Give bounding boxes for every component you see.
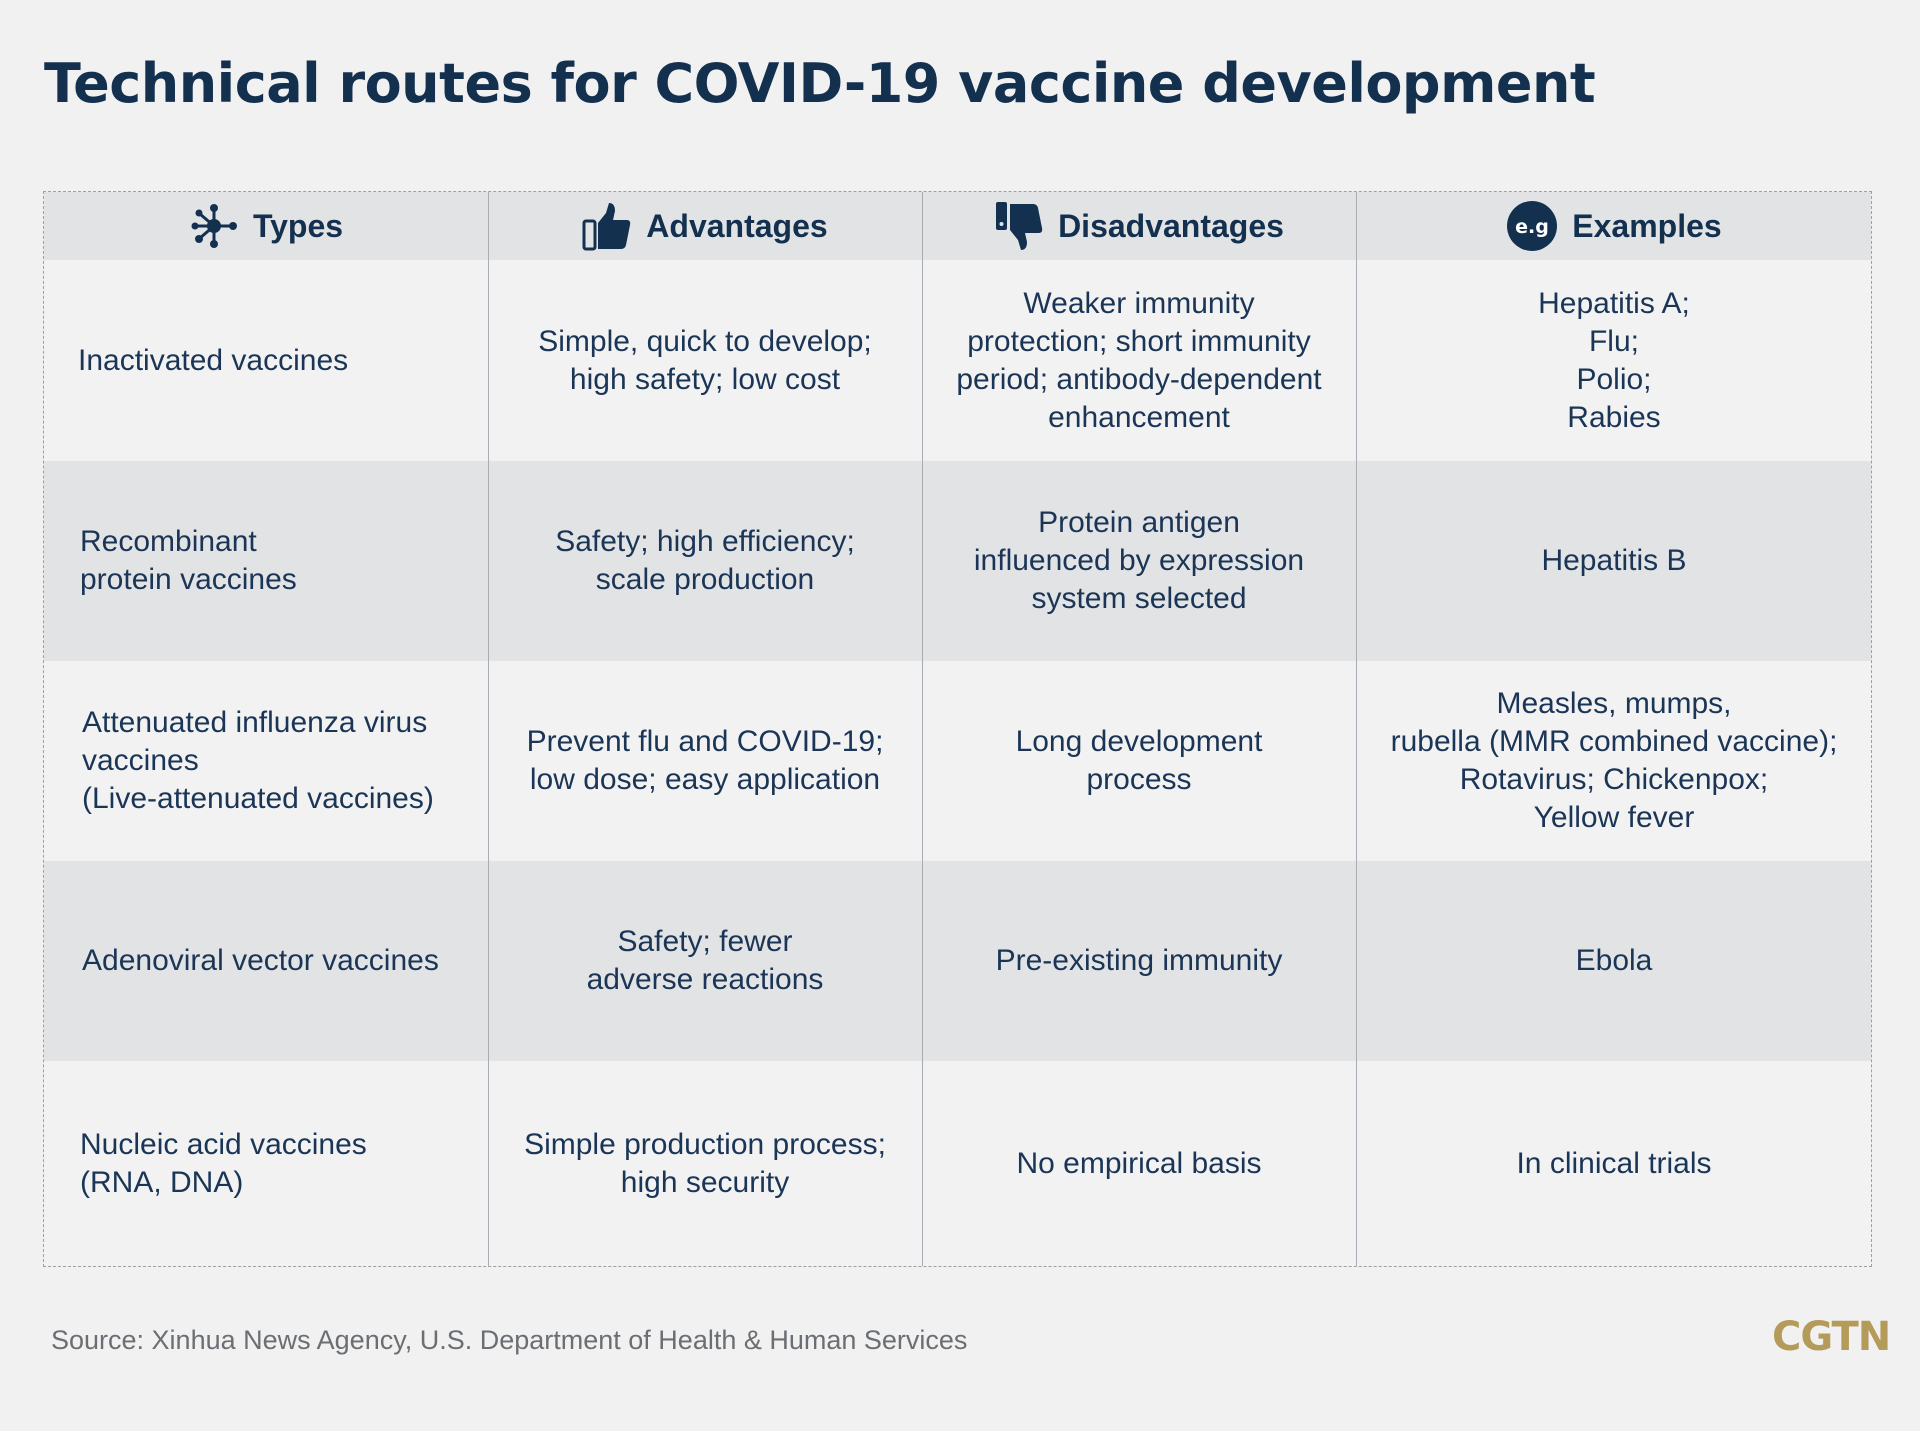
cell-type: Recombinant protein vaccines <box>44 461 488 661</box>
cell-advantages: Safety; high efficiency; scale productio… <box>488 461 922 661</box>
page-title: Technical routes for COVID-19 vaccine de… <box>44 52 1596 115</box>
table-row: Attenuated influenza virus vaccines (Liv… <box>44 661 1871 861</box>
cell-advantages: Simple, quick to develop; high safety; l… <box>488 260 922 461</box>
header-examples: e.g Examples <box>1356 192 1872 260</box>
header-types: Types <box>44 192 488 260</box>
cgtn-logo: CGTN <box>1772 1314 1891 1360</box>
cell-disadvantages: Protein antigen influenced by expression… <box>922 461 1356 661</box>
disadvantages-text: Protein antigen influenced by expression… <box>973 506 1305 615</box>
advantages-text: Safety; fewer adverse reactions <box>586 925 824 996</box>
cell-examples: Measles, mumps, rubella (MMR combined va… <box>1356 661 1872 861</box>
header-examples-label: Examples <box>1572 207 1722 244</box>
table-row: Nucleic acid vaccines (RNA, DNA) Simple … <box>44 1061 1871 1266</box>
column-divider <box>488 192 489 1266</box>
advantages-text: Prevent flu and COVID-19; low dose; easy… <box>526 725 884 796</box>
cell-examples: Hepatitis B <box>1356 461 1872 661</box>
cell-examples: Hepatitis A; Flu; Polio; Rabies <box>1356 260 1872 461</box>
cell-examples: Ebola <box>1356 861 1872 1061</box>
disadvantages-text: Pre-existing immunity <box>995 944 1283 977</box>
table-row: Inactivated vaccines Simple, quick to de… <box>44 260 1871 461</box>
molecule-icon <box>189 203 239 249</box>
eg-badge-icon: e.g <box>1506 200 1558 252</box>
examples-text: Ebola <box>1575 944 1653 977</box>
disadvantages-text: Long development process <box>1015 725 1263 796</box>
header-advantages-label: Advantages <box>646 207 828 244</box>
type-text: Attenuated influenza virus vaccines (Liv… <box>82 706 434 815</box>
column-divider <box>922 192 923 1266</box>
cell-advantages: Simple production process; high security <box>488 1061 922 1266</box>
examples-text: Hepatitis B <box>1541 544 1687 577</box>
thumbs-up-icon <box>582 201 632 251</box>
cell-disadvantages: No empirical basis <box>922 1061 1356 1266</box>
type-text: Nucleic acid vaccines (RNA, DNA) <box>80 1127 367 1199</box>
cell-type: Adenoviral vector vaccines <box>44 861 488 1061</box>
cell-examples: In clinical trials <box>1356 1061 1872 1266</box>
table-row: Recombinant protein vaccines Safety; hig… <box>44 461 1871 661</box>
examples-text: In clinical trials <box>1516 1146 1712 1180</box>
disadvantages-text: No empirical basis <box>1016 1146 1262 1180</box>
disadvantages-text: Weaker immunity protection; short immuni… <box>956 286 1322 434</box>
cell-type: Attenuated influenza virus vaccines (Liv… <box>44 661 488 861</box>
cell-advantages: Prevent flu and COVID-19; low dose; easy… <box>488 661 922 861</box>
thumbs-down-icon <box>994 200 1044 252</box>
cell-type: Nucleic acid vaccines (RNA, DNA) <box>44 1061 488 1266</box>
column-divider <box>1356 192 1357 1266</box>
cell-disadvantages: Pre-existing immunity <box>922 861 1356 1061</box>
vaccine-table: Types Advantages Disadvantages <box>43 191 1872 1267</box>
advantages-text: Simple production process; high security <box>524 1127 886 1199</box>
source-note: Source: Xinhua News Agency, U.S. Departm… <box>51 1325 968 1355</box>
cell-type: Inactivated vaccines <box>44 260 488 461</box>
cell-disadvantages: Long development process <box>922 661 1356 861</box>
header-types-label: Types <box>252 207 344 244</box>
type-text: Adenoviral vector vaccines <box>82 944 439 977</box>
header-disadvantages-label: Disadvantages <box>1058 207 1284 244</box>
eg-badge-text: e.g <box>1515 216 1549 238</box>
examples-text: Hepatitis A; Flu; Polio; Rabies <box>1538 286 1690 434</box>
table-header: Types Advantages Disadvantages <box>44 192 1871 260</box>
table-row: Adenoviral vector vaccines Safety; fewer… <box>44 861 1871 1061</box>
cell-disadvantages: Weaker immunity protection; short immuni… <box>922 260 1356 461</box>
header-advantages: Advantages <box>488 192 922 260</box>
advantages-text: Safety; high efficiency; scale productio… <box>555 525 855 596</box>
examples-text: Measles, mumps, rubella (MMR combined va… <box>1390 687 1838 834</box>
header-disadvantages: Disadvantages <box>922 192 1356 260</box>
type-text: Inactivated vaccines <box>78 343 349 377</box>
advantages-text: Simple, quick to develop; high safety; l… <box>538 324 872 396</box>
type-text: Recombinant protein vaccines <box>80 525 297 596</box>
cell-advantages: Safety; fewer adverse reactions <box>488 861 922 1061</box>
